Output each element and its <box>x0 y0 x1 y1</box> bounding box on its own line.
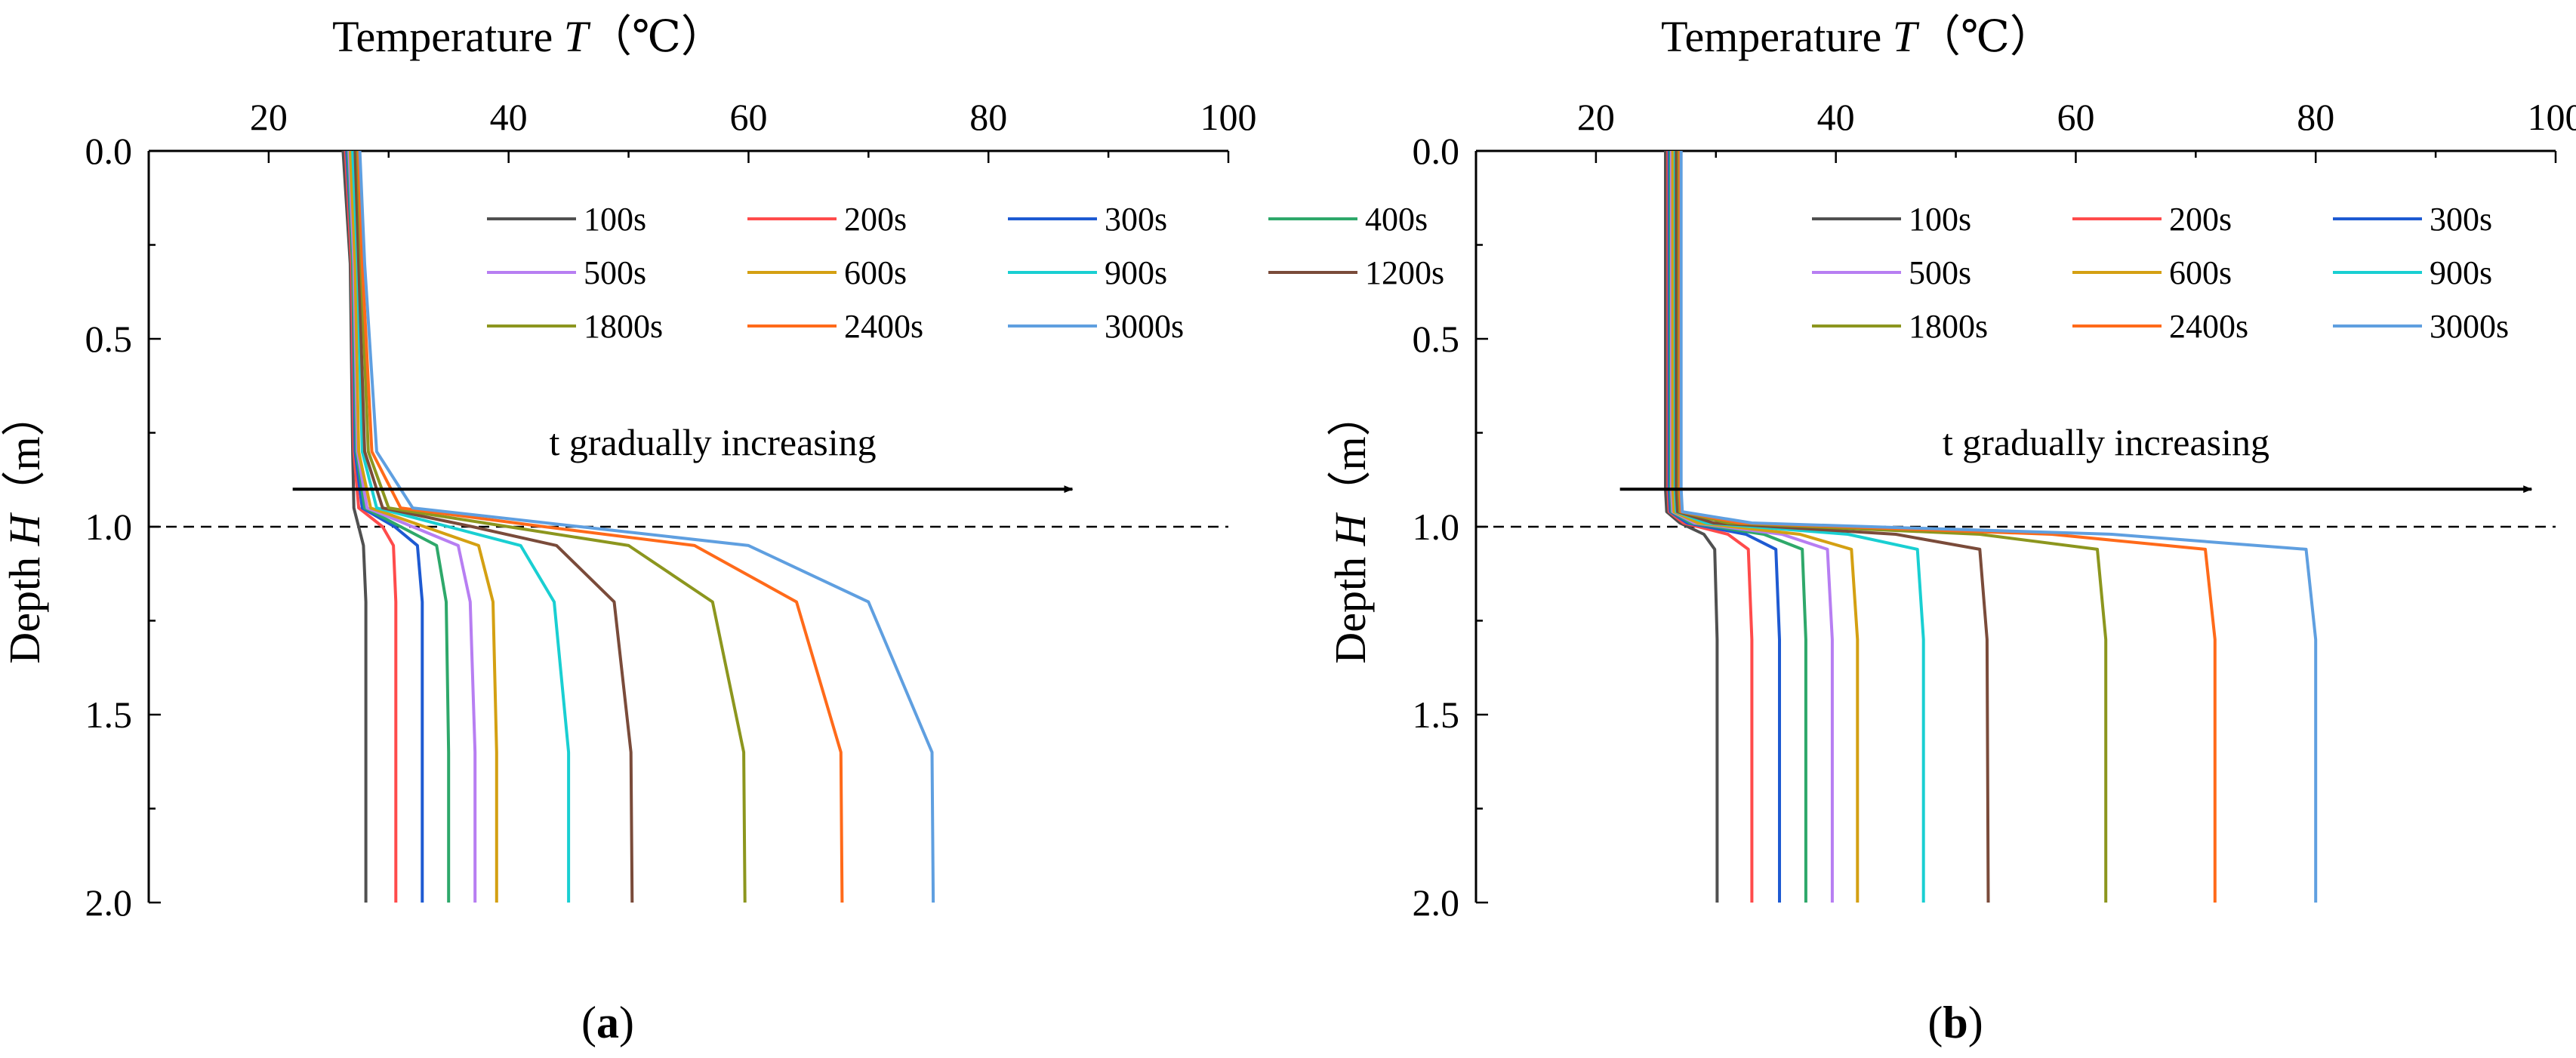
annotation-text-b: t gradually increasing <box>1943 421 2269 463</box>
legend-label-a-3000s: 3000s <box>1105 308 1184 345</box>
panel-a: 20 40 60 80 100 0.0 0.5 1.0 1.5 2.0 t gradually in… <box>0 12 1444 1047</box>
panel-label-b: (b) <box>1927 998 1983 1047</box>
legend-label-b-200s: 200s <box>2169 201 2232 238</box>
x-axis-title-var-a: T <box>564 12 591 61</box>
legend-label-b-500s: 500s <box>1909 254 1971 291</box>
series-line-a-2400s <box>357 150 844 903</box>
y-axis-title-var-b: H <box>1326 512 1375 546</box>
legend-label-b-3000s: 3000s <box>2430 308 2509 345</box>
legend-label-b-900s: 900s <box>2430 254 2492 291</box>
x-axis-title-a: Temperature T（℃） <box>332 12 725 61</box>
x-tick-label-a: 60 <box>729 96 767 138</box>
legend-label-b-600s: 600s <box>2169 254 2232 291</box>
y-tick-label-b: 1.0 <box>1413 506 1460 548</box>
x-axis-title-var-b: T <box>1893 12 1920 61</box>
legend-label-b-2400s: 2400s <box>2169 308 2248 345</box>
legend-label-a-400s: 400s <box>1365 201 1428 238</box>
y-axis-title-unit-b: （m） <box>1326 392 1375 514</box>
legend-label-a-600s: 600s <box>844 254 907 291</box>
legend-label-b-100s: 100s <box>1909 201 1971 238</box>
x-tick-label-b: 80 <box>2297 96 2334 138</box>
y-axis-title-text-a: Depth <box>0 546 49 663</box>
legend-label-a-1800s: 1800s <box>584 308 663 345</box>
x-tick-label-a: 40 <box>490 96 528 138</box>
legend-label-a-200s: 200s <box>844 201 907 238</box>
x-axis-title-unit-a: （℃） <box>588 12 725 61</box>
x-tick-label-a: 80 <box>969 96 1007 138</box>
x-tick-label-b: 20 <box>1577 96 1615 138</box>
x-tick-label-b: 60 <box>2057 96 2094 138</box>
y-axis-title-unit-a: （m） <box>0 392 49 514</box>
x-tick-label-b: 40 <box>1817 96 1855 138</box>
y-tick-label-b: 0.0 <box>1413 130 1460 172</box>
legend-label-b-300s: 300s <box>2430 201 2492 238</box>
series-line-a-1200s <box>353 150 634 903</box>
x-axis-title-unit-b: （℃） <box>1917 12 2054 61</box>
series-line-b-100s <box>1664 151 1719 903</box>
annotation-text-a: t gradually increasing <box>549 421 876 463</box>
legend-label-a-500s: 500s <box>584 254 646 291</box>
series-line-b-1200s <box>1675 151 1990 903</box>
y-tick-label-a: 0.5 <box>85 318 133 360</box>
y-tick-label-b: 1.5 <box>1413 694 1460 736</box>
x-axis-title-text-b: Temperature <box>1661 12 1893 61</box>
y-tick-label-a: 1.0 <box>85 506 133 548</box>
series-line-a-3000s <box>358 150 935 903</box>
legend-label-a-100s: 100s <box>584 201 646 238</box>
panel-label-a: (a) <box>581 998 634 1047</box>
panel-b: 20 40 60 80 100 0.0 0.5 1.0 1.5 2.0 t gradually in… <box>1326 12 2576 1047</box>
x-axis-title-text-a: Temperature <box>332 12 564 61</box>
series-line-a-1800s <box>356 150 747 903</box>
series-line-b-600s <box>1671 151 1860 903</box>
series-line-a-600s <box>348 150 498 903</box>
x-tick-label-a: 20 <box>250 96 288 138</box>
series-line-a-500s <box>347 150 477 903</box>
plot-area-b: 20 40 60 80 100 0.0 0.5 1.0 1.5 2.0 t gradually in… <box>1413 96 2576 924</box>
y-tick-label-a: 1.5 <box>85 694 133 736</box>
x-axis-title-b: Temperature T（℃） <box>1661 12 2054 61</box>
plot-area-a: 20 40 60 80 100 0.0 0.5 1.0 1.5 2.0 t gradually in… <box>85 96 1445 924</box>
y-tick-label-b: 0.5 <box>1413 318 1460 360</box>
series-line-a-900s <box>351 150 571 903</box>
legend-label-a-1200s: 1200s <box>1365 254 1444 291</box>
y-tick-label-b: 2.0 <box>1413 881 1460 924</box>
y-tick-label-a: 0.0 <box>85 130 133 172</box>
series-line-b-3000s <box>1679 151 2318 903</box>
legend-label-a-300s: 300s <box>1105 201 1167 238</box>
y-axis-title-a: Depth H（m） <box>0 392 49 663</box>
y-axis-title-text-b: Depth <box>1326 546 1375 663</box>
legend-label-b-1800s: 1800s <box>1909 308 1988 345</box>
y-axis-title-b: Depth H（m） <box>1326 392 1375 663</box>
legend-label-a-2400s: 2400s <box>844 308 923 345</box>
y-axis-title-var-a: H <box>0 512 49 546</box>
x-tick-label-a: 100 <box>1200 96 1257 138</box>
y-tick-label-a: 2.0 <box>85 881 133 924</box>
x-tick-label-b: 100 <box>2528 96 2576 138</box>
legend-label-a-900s: 900s <box>1105 254 1167 291</box>
